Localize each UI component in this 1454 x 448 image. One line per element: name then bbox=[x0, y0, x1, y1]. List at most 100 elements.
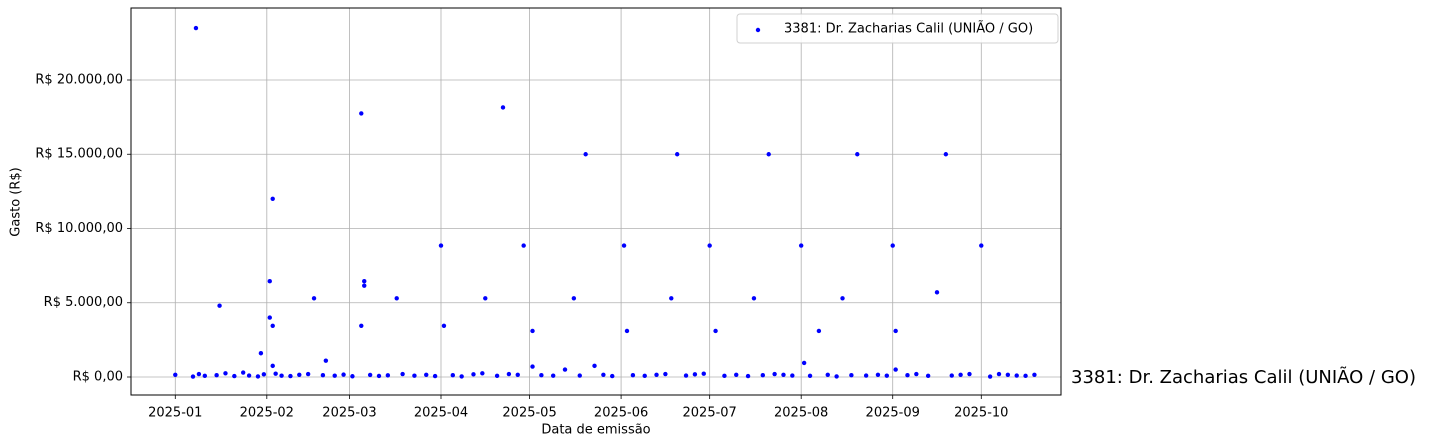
x-tick-label: 2025-02 bbox=[240, 406, 294, 421]
point bbox=[654, 372, 659, 377]
point bbox=[441, 323, 447, 328]
point bbox=[359, 323, 364, 328]
point bbox=[849, 373, 854, 378]
point bbox=[270, 323, 275, 328]
point bbox=[624, 328, 630, 334]
point bbox=[223, 371, 228, 376]
legend-marker bbox=[755, 27, 761, 33]
point bbox=[362, 283, 367, 288]
point bbox=[500, 105, 506, 110]
point bbox=[571, 296, 577, 301]
point bbox=[987, 374, 993, 379]
point bbox=[884, 373, 890, 378]
point bbox=[583, 152, 588, 157]
annotation: 3381: Dr. Zacharias Calil (UNIÃO / GO) bbox=[1071, 366, 1416, 388]
point bbox=[424, 372, 429, 377]
point bbox=[432, 373, 438, 379]
point bbox=[438, 243, 444, 248]
point bbox=[943, 152, 949, 157]
point bbox=[362, 279, 367, 284]
point bbox=[577, 373, 582, 378]
point bbox=[190, 374, 196, 379]
x-tick-label: 2025-08 bbox=[774, 406, 828, 421]
point bbox=[232, 373, 237, 379]
point bbox=[550, 373, 556, 378]
y-tick-label: R$ 5.000,00 bbox=[44, 295, 123, 310]
point bbox=[258, 351, 264, 356]
point bbox=[863, 373, 869, 378]
point bbox=[692, 372, 698, 377]
point bbox=[288, 373, 293, 379]
point bbox=[601, 372, 606, 377]
y-axis-label: Gasto (R$) bbox=[9, 167, 24, 236]
point bbox=[494, 373, 500, 379]
point bbox=[760, 373, 766, 378]
point bbox=[270, 196, 275, 201]
point bbox=[530, 328, 535, 334]
point bbox=[967, 371, 972, 377]
point bbox=[825, 372, 830, 377]
x-tick-label: 2025-09 bbox=[866, 406, 920, 421]
point bbox=[893, 328, 898, 334]
x-tick-label: 2025-04 bbox=[414, 406, 468, 421]
point bbox=[801, 360, 807, 366]
point bbox=[840, 296, 845, 301]
point bbox=[996, 371, 1002, 377]
point bbox=[483, 296, 488, 301]
point bbox=[400, 371, 405, 377]
y-tick-label: R$ 20.000,00 bbox=[35, 72, 123, 87]
point bbox=[367, 372, 373, 378]
point bbox=[332, 373, 337, 378]
point bbox=[642, 373, 647, 379]
point bbox=[311, 296, 317, 301]
point bbox=[751, 296, 757, 301]
point bbox=[979, 243, 984, 248]
point bbox=[669, 296, 674, 301]
point bbox=[217, 303, 222, 308]
point bbox=[701, 371, 706, 376]
y-tick-label: R$ 15.000,00 bbox=[35, 147, 123, 162]
point bbox=[949, 373, 954, 378]
point bbox=[323, 358, 329, 363]
point bbox=[359, 111, 364, 116]
point bbox=[350, 374, 355, 379]
point bbox=[273, 371, 278, 376]
point bbox=[450, 373, 456, 378]
point bbox=[471, 372, 476, 377]
x-tick-label: 2025-01 bbox=[148, 406, 202, 421]
point bbox=[781, 372, 786, 377]
point bbox=[506, 371, 512, 377]
point bbox=[539, 373, 544, 378]
point bbox=[914, 371, 919, 377]
x-tick-label: 2025-06 bbox=[594, 406, 648, 421]
point bbox=[279, 373, 284, 378]
point bbox=[713, 328, 718, 334]
point bbox=[173, 372, 178, 377]
x-tick-label: 2025-10 bbox=[954, 406, 1008, 421]
point bbox=[214, 373, 219, 378]
y-tick-label: R$ 0,00 bbox=[73, 370, 123, 385]
point bbox=[412, 373, 417, 378]
plot-frame bbox=[130, 7, 1062, 396]
point bbox=[683, 373, 689, 378]
point bbox=[958, 372, 963, 377]
point bbox=[394, 296, 399, 301]
point bbox=[905, 373, 910, 378]
point bbox=[1032, 372, 1037, 377]
point bbox=[267, 315, 272, 320]
point bbox=[663, 371, 668, 377]
point bbox=[1005, 372, 1011, 377]
point bbox=[722, 373, 727, 379]
x-tick-label: 2025-05 bbox=[502, 406, 556, 421]
point bbox=[530, 364, 535, 369]
point bbox=[766, 152, 771, 157]
point bbox=[855, 152, 860, 157]
x-tick-label: 2025-07 bbox=[683, 406, 737, 421]
point bbox=[630, 373, 636, 378]
point bbox=[270, 363, 275, 369]
point bbox=[893, 367, 898, 372]
point bbox=[707, 243, 712, 248]
point bbox=[305, 371, 311, 377]
point bbox=[790, 373, 795, 378]
legend-label: 3381: Dr. Zacharias Calil (UNIÃO / GO) bbox=[784, 21, 1033, 37]
